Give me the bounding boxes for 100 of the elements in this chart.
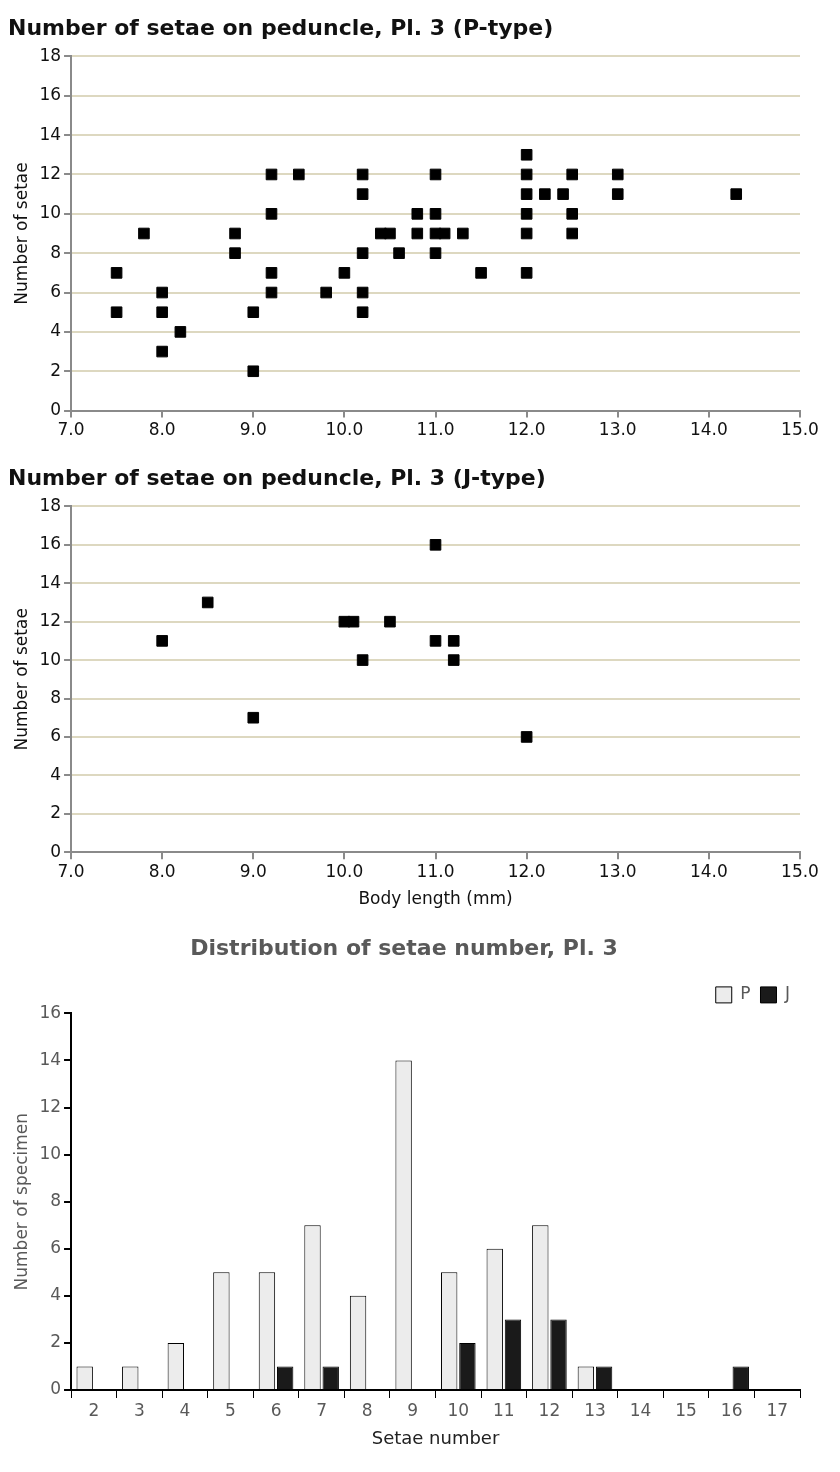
x-tick-label: 8.0 [148, 419, 176, 440]
point [356, 306, 369, 319]
y-axis-title: Number of setae [10, 608, 31, 751]
point [447, 635, 460, 647]
point [411, 227, 424, 240]
x-axis-title: Setae number [371, 1426, 500, 1448]
x-tick-label: 6 [270, 1399, 282, 1420]
y-tick-label: 14 [39, 123, 62, 144]
x-tick-label: 4 [179, 1399, 191, 1420]
y-tick-label: 4 [50, 1284, 62, 1305]
x-tick-label: 16 [720, 1399, 743, 1420]
y-tick-label: 0 [50, 399, 62, 420]
x-tick-label: 13.0 [598, 860, 637, 881]
y-tick-label: 12 [39, 610, 62, 631]
point [475, 267, 487, 279]
point [320, 286, 332, 299]
point [156, 306, 168, 319]
point [110, 267, 123, 279]
point [429, 247, 442, 259]
x-tick-label: 12.0 [507, 419, 546, 440]
point [138, 227, 150, 240]
point [611, 168, 624, 181]
y-tick-label: 10 [39, 648, 62, 669]
y-tick-label: 4 [50, 763, 62, 784]
point [356, 188, 369, 200]
point [411, 208, 424, 220]
point [520, 168, 533, 181]
point [265, 208, 278, 220]
x-tick-label: 2 [88, 1399, 100, 1420]
point [393, 247, 405, 259]
point [438, 227, 451, 240]
y-tick-label: 8 [50, 686, 62, 707]
point [293, 168, 305, 181]
point [156, 635, 168, 647]
point [520, 188, 533, 200]
x-axis-title: Body length (mm) [358, 888, 513, 909]
point [229, 247, 241, 259]
x-tick-label: 7.0 [57, 860, 85, 881]
y-tick-label: 14 [39, 571, 62, 592]
x-tick-label: 15.0 [781, 419, 819, 440]
point [156, 345, 168, 358]
point [384, 615, 396, 628]
x-tick-label: 12 [538, 1399, 561, 1420]
point [457, 227, 469, 240]
x-tick-label: 10.0 [325, 419, 364, 440]
point [520, 267, 533, 279]
point [447, 654, 460, 666]
legend-label: J [783, 983, 790, 1004]
point [520, 227, 533, 240]
y-tick-label: 10 [39, 202, 62, 223]
point [356, 286, 369, 299]
point [247, 306, 260, 319]
x-tick-label: 11.0 [416, 419, 455, 440]
y-tick-label: 12 [39, 1095, 62, 1116]
legend-label: P [740, 983, 751, 1004]
point [265, 286, 278, 299]
y-tick-label: 4 [50, 320, 62, 341]
y-tick-label: 16 [39, 1001, 62, 1022]
point [429, 539, 442, 551]
x-tick-label: 9 [407, 1399, 419, 1420]
point [520, 731, 533, 743]
x-tick-label: 5 [225, 1399, 236, 1420]
x-tick-label: 7.0 [57, 419, 85, 440]
point [539, 188, 551, 200]
x-tick-label: 13 [584, 1399, 606, 1420]
y-tick-label: 8 [50, 1190, 62, 1211]
y-tick-label: 6 [50, 725, 62, 746]
x-tick-label: 9.0 [239, 860, 267, 881]
y-axis-title: Number of setae [10, 162, 31, 305]
point [730, 188, 743, 200]
x-tick-label: 11 [493, 1399, 515, 1420]
x-tick-label: 17 [766, 1399, 789, 1420]
x-tick-label: 15.0 [781, 860, 819, 881]
y-tick-label: 0 [50, 1378, 62, 1399]
point [566, 227, 578, 240]
y-tick-label: 14 [39, 1048, 62, 1069]
x-tick-label: 8 [361, 1399, 373, 1420]
point [429, 208, 442, 220]
point [611, 188, 624, 200]
y-tick-label: 2 [50, 802, 62, 823]
y-tick-label: 8 [50, 241, 62, 262]
point [265, 267, 278, 279]
point [566, 168, 578, 181]
y-tick-label: 6 [50, 280, 62, 301]
point [156, 286, 168, 299]
x-tick-label: 8.0 [148, 860, 176, 881]
y-tick-label: 16 [39, 84, 62, 105]
x-tick-label: 13.0 [598, 419, 637, 440]
point [429, 635, 442, 647]
y-tick-label: 6 [50, 1237, 62, 1258]
chart-title: Number of setae on peduncle, Pl. 3 (P-type) [8, 14, 554, 40]
point [520, 148, 533, 161]
point [429, 168, 442, 181]
x-tick-label: 10 [447, 1399, 470, 1420]
y-axis-title: Number of specimen [10, 1112, 31, 1291]
x-tick-label: 12.0 [507, 860, 546, 881]
x-tick-label: 14 [629, 1399, 652, 1420]
y-tick-label: 12 [39, 162, 62, 183]
point [384, 227, 396, 240]
point [229, 227, 241, 240]
